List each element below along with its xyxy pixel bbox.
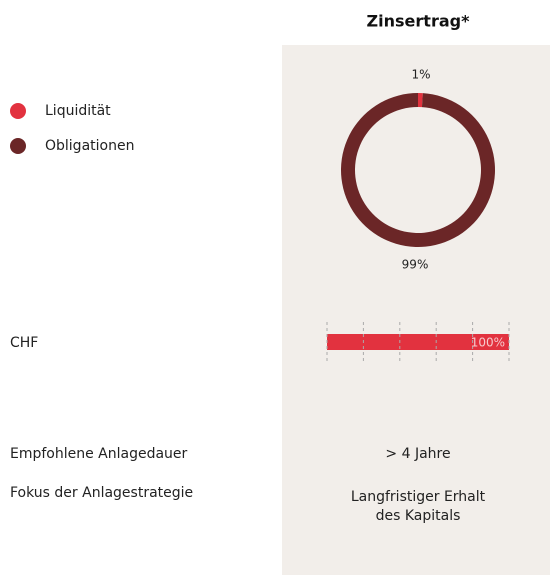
detail-value: > 4 Jahre bbox=[385, 446, 450, 462]
donut-slice bbox=[418, 93, 423, 108]
legend-label: Obligationen bbox=[45, 138, 134, 154]
slice-label: 1% bbox=[411, 68, 430, 82]
detail-label: Fokus der Anlagestrategie bbox=[10, 485, 193, 501]
bar bbox=[327, 334, 509, 350]
detail-value: des Kapitals bbox=[376, 508, 461, 524]
detail-label: Empfohlene Anlagedauer bbox=[10, 446, 188, 462]
column-title: Zinsertrag* bbox=[367, 12, 471, 31]
detail-value: Langfristiger Erhalt bbox=[351, 489, 486, 505]
legend-label: Liquidität bbox=[45, 103, 111, 119]
legend-swatch bbox=[10, 103, 26, 119]
bar-category: CHF bbox=[10, 335, 38, 351]
column-panel bbox=[282, 45, 550, 575]
slice-label: 99% bbox=[402, 257, 429, 271]
bar-value-label: 100% bbox=[471, 336, 505, 350]
legend-swatch bbox=[10, 138, 26, 154]
